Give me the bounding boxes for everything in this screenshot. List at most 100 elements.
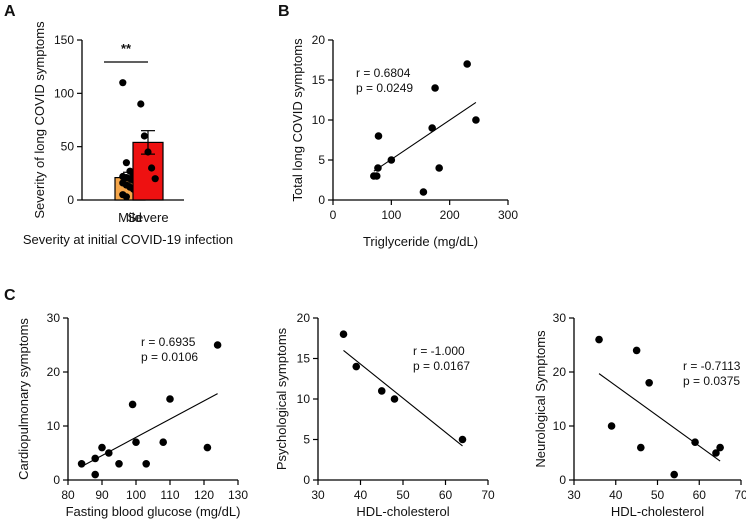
c2-point <box>339 330 348 339</box>
a-x-axis-label: Severity at initial COVID-19 infection <box>23 232 233 247</box>
c1-point <box>166 395 174 403</box>
b-point <box>428 124 436 132</box>
b-y-tick-label: 10 <box>312 113 326 127</box>
c3-y-tick-label: 10 <box>553 419 567 433</box>
c1-point <box>128 400 137 409</box>
b-x-tick-label: 0 <box>330 208 337 222</box>
c1-point <box>159 438 167 447</box>
c1-stat-r: r = 0.6935 <box>141 335 196 349</box>
c2-fit-line <box>343 349 463 447</box>
c3-x-tick-label: 50 <box>651 488 665 502</box>
b-y-tick-label: 15 <box>312 73 326 87</box>
c1-y-tick-label: 10 <box>47 419 61 433</box>
c2-y-tick-label: 20 <box>297 311 311 325</box>
c1-x-axis-label: Fasting blood glucose (mg/dL) <box>66 504 241 519</box>
a-point <box>137 100 145 108</box>
c2-x-tick-label: 60 <box>439 488 453 502</box>
c3-x-tick-label: 40 <box>609 488 623 502</box>
c1-x-tick-label: 100 <box>126 488 146 502</box>
a-point <box>140 132 148 140</box>
c3-stat-p: p = 0.0375 <box>683 374 740 388</box>
c1-y-axis-label: Cardiopulmonary symptoms <box>16 318 31 480</box>
c1-point <box>213 341 222 349</box>
c1-stat-p: p = 0.0106 <box>141 350 198 364</box>
c2-point <box>352 362 361 371</box>
b-x-tick-label: 200 <box>440 208 460 222</box>
c3-point <box>712 449 720 457</box>
b-point <box>387 156 396 164</box>
b-point <box>419 188 428 196</box>
c1-point <box>115 460 123 468</box>
c3-point <box>691 438 699 447</box>
c3-point <box>607 422 616 430</box>
c1-x-tick-label: 130 <box>228 488 248 502</box>
c3-x-tick-label: 70 <box>734 488 746 502</box>
c3-y-tick-label: 20 <box>553 365 567 379</box>
panel-label-a: A <box>4 3 16 20</box>
c3-y-axis-label: Neurological Symptoms <box>533 330 548 468</box>
c1-point <box>105 449 113 457</box>
c2-stat-r: r = -1.000 <box>413 344 465 358</box>
a-point <box>122 159 130 167</box>
c1-y-tick-label: 30 <box>47 311 61 325</box>
c3-x-axis-label: HDL-cholesterol <box>611 504 704 519</box>
c3-stat-r: r = -0.7113 <box>683 359 741 373</box>
c2-point <box>377 387 386 395</box>
c1-point <box>77 460 86 468</box>
c1-y-tick-label: 0 <box>53 473 60 487</box>
a-point <box>119 79 127 87</box>
b-y-axis-label: Total long COVID symptoms <box>290 38 305 202</box>
c1-point <box>142 460 150 468</box>
c1-point <box>203 443 212 452</box>
a-point <box>144 148 152 156</box>
b-point <box>472 116 480 124</box>
a-point <box>151 175 159 183</box>
b-stat-r: r = 0.6804 <box>356 66 411 80</box>
c3-point <box>645 379 653 387</box>
c1-x-tick-label: 80 <box>61 488 75 502</box>
c1-point <box>132 438 140 447</box>
c2-y-tick-label: 10 <box>297 392 311 406</box>
b-point <box>374 132 383 140</box>
c2-point <box>390 395 399 403</box>
c3-point <box>670 470 678 479</box>
c3-point <box>632 346 641 355</box>
panel-label-b: B <box>278 3 290 20</box>
a-significance-label: ** <box>121 41 132 56</box>
b-y-tick-label: 20 <box>312 33 326 47</box>
c2-y-axis-label: Psychological symptoms <box>274 327 289 470</box>
b-point <box>374 164 382 172</box>
c2-y-tick-label: 0 <box>303 473 310 487</box>
c2-y-tick-label: 5 <box>303 433 310 447</box>
c1-x-tick-label: 110 <box>160 488 179 502</box>
a-point <box>148 164 156 172</box>
c3-y-tick-label: 30 <box>553 311 567 325</box>
b-y-tick-label: 0 <box>318 193 325 207</box>
a-x-tick-label: Severe <box>127 210 168 225</box>
c2-point <box>458 435 467 444</box>
c1-fit-line <box>81 393 218 467</box>
c1-point <box>91 454 99 463</box>
b-point <box>463 60 471 68</box>
c1-x-tick-label: 120 <box>194 488 214 502</box>
c2-x-tick-label: 30 <box>311 488 325 502</box>
a-y-tick-label: 0 <box>67 193 74 207</box>
c2-x-tick-label: 70 <box>481 488 495 502</box>
a-y-tick-label: 50 <box>61 140 75 154</box>
c1-y-tick-label: 20 <box>47 365 61 379</box>
a-y-tick-label: 100 <box>54 86 74 100</box>
c1-x-tick-label: 90 <box>95 488 109 502</box>
b-x-axis-label: Triglyceride (mg/dL) <box>363 234 478 249</box>
b-point <box>431 84 439 92</box>
c3-x-tick-label: 60 <box>693 488 707 502</box>
b-stat-p: p = 0.0249 <box>356 81 413 95</box>
c2-y-tick-label: 15 <box>297 352 311 366</box>
a-x-tick-label: Mild <box>118 210 142 225</box>
c1-point <box>91 470 99 479</box>
b-y-tick-label: 5 <box>318 153 325 167</box>
